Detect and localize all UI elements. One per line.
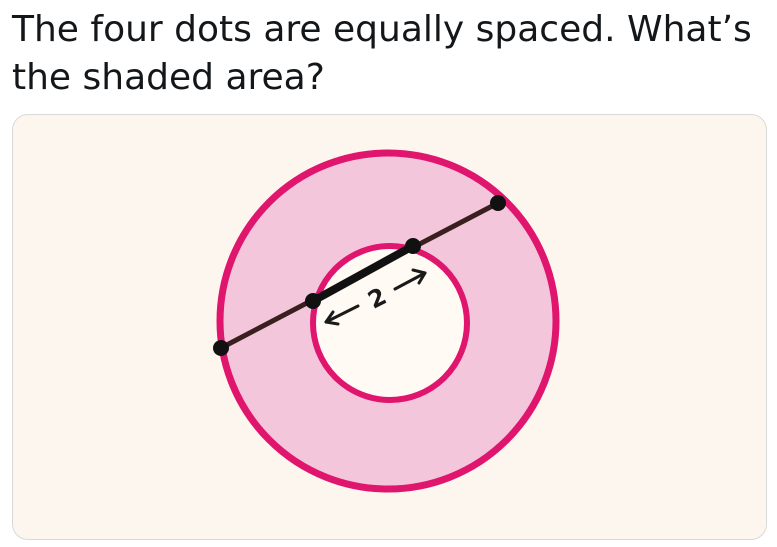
question-text: The four dots are equally spaced. What’s…	[12, 6, 772, 102]
question-line-1: The four dots are equally spaced. What’s	[12, 9, 752, 50]
dot-1	[213, 340, 229, 356]
figure-image[interactable]: 2	[12, 114, 767, 540]
dot-3	[405, 238, 421, 254]
inner-circle	[310, 243, 470, 403]
dot-4	[490, 195, 506, 211]
dot-2	[305, 293, 321, 309]
question-line-2: the shaded area?	[12, 57, 325, 98]
dimension-arrow	[324, 268, 427, 326]
annulus-diagram: 2	[213, 149, 560, 493]
inner-chord-segment	[309, 242, 417, 305]
